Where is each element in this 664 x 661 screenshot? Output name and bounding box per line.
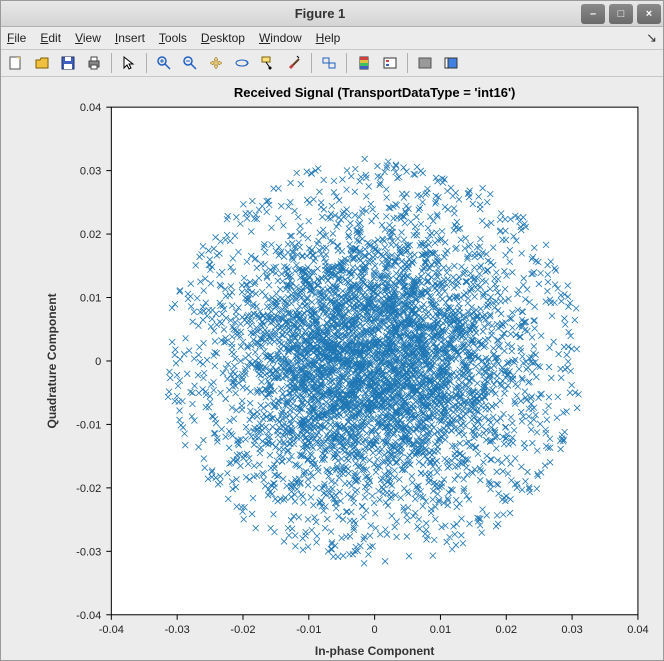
menu-extra-icon[interactable]: ↘	[646, 30, 657, 46]
menu-insert[interactable]: Insert	[115, 31, 145, 45]
svg-text:-0.04: -0.04	[76, 610, 101, 622]
svg-text:-0.01: -0.01	[76, 419, 101, 431]
new-figure-icon[interactable]	[5, 52, 27, 74]
window-buttons: – □ ×	[579, 4, 663, 24]
menu-tools[interactable]: Tools	[159, 31, 187, 45]
print-icon[interactable]	[83, 52, 105, 74]
menu-view[interactable]: View	[75, 31, 101, 45]
save-icon[interactable]	[57, 52, 79, 74]
svg-text:-0.03: -0.03	[76, 546, 101, 558]
svg-text:0: 0	[95, 356, 101, 368]
svg-text:0.03: 0.03	[80, 166, 101, 178]
colorbar-icon[interactable]	[353, 52, 375, 74]
menu-help[interactable]: Help	[316, 31, 341, 45]
svg-text:Quadrature Component: Quadrature Component	[45, 293, 59, 428]
scatter-plot[interactable]: -0.04 -0.03 -0.02 -0.01 0 0.01 0.02 0.03 0.04 -0.…	[1, 77, 663, 660]
menu-desktop[interactable]: Desktop	[201, 31, 245, 45]
svg-text:0.04: 0.04	[80, 102, 101, 114]
svg-text:In-phase Component: In-phase Component	[315, 644, 435, 658]
menu-edit[interactable]: Edit	[40, 31, 61, 45]
close-button[interactable]: ×	[637, 4, 661, 24]
svg-text:-0.03: -0.03	[165, 624, 190, 636]
svg-text:Received Signal (TransportData: Received Signal (TransportDataType = 'in…	[234, 85, 516, 100]
svg-text:0: 0	[372, 624, 378, 636]
svg-text:0.02: 0.02	[80, 229, 101, 241]
pan-icon[interactable]	[205, 52, 227, 74]
hide-plot-icon[interactable]	[414, 52, 436, 74]
svg-text:-0.01: -0.01	[296, 624, 321, 636]
minimize-button[interactable]: –	[581, 4, 605, 24]
figure-area: -0.04 -0.03 -0.02 -0.01 0 0.01 0.02 0.03 0.04 -0.…	[1, 77, 663, 660]
svg-text:0.01: 0.01	[430, 624, 451, 636]
menu-window[interactable]: Window	[259, 31, 302, 45]
svg-text:0.03: 0.03	[561, 624, 582, 636]
title-bar: Figure 1 – □ ×	[1, 1, 663, 27]
svg-text:-0.02: -0.02	[76, 483, 101, 495]
window-title: Figure 1	[61, 6, 579, 21]
svg-text:-0.04: -0.04	[99, 624, 124, 636]
brush-icon[interactable]	[283, 52, 305, 74]
menu-bar: File Edit View Insert Tools Desktop Wind…	[1, 27, 663, 49]
show-plot-icon[interactable]	[440, 52, 462, 74]
zoom-in-icon[interactable]	[153, 52, 175, 74]
svg-text:-0.02: -0.02	[230, 624, 255, 636]
figure-window: Figure 1 – □ × File Edit View Insert Too…	[0, 0, 664, 661]
datacursor-icon[interactable]	[257, 52, 279, 74]
plot-container: -0.04 -0.03 -0.02 -0.01 0 0.01 0.02 0.03 0.04 -0.…	[1, 77, 663, 660]
zoom-out-icon[interactable]	[179, 52, 201, 74]
menu-file[interactable]: File	[7, 31, 26, 45]
rotate3d-icon[interactable]	[231, 52, 253, 74]
svg-text:0.01: 0.01	[80, 293, 101, 305]
pointer-icon[interactable]	[118, 52, 140, 74]
maximize-button[interactable]: □	[609, 4, 633, 24]
open-icon[interactable]	[31, 52, 53, 74]
legend-icon[interactable]	[379, 52, 401, 74]
svg-text:0.04: 0.04	[627, 624, 648, 636]
svg-text:0.02: 0.02	[496, 624, 517, 636]
tool-bar	[1, 49, 663, 77]
link-icon[interactable]	[318, 52, 340, 74]
